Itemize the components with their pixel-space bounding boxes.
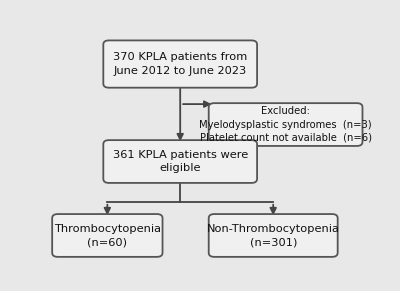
FancyBboxPatch shape (209, 103, 362, 146)
FancyBboxPatch shape (103, 140, 257, 183)
Text: Excluded:
Myelodysplastic syndromes  (n=3)
Platelet count not available  (n=6): Excluded: Myelodysplastic syndromes (n=3… (199, 106, 372, 143)
Text: Non-Thrombocytopenia
(n=301): Non-Thrombocytopenia (n=301) (207, 224, 340, 247)
Text: 370 KPLA patients from
June 2012 to June 2023: 370 KPLA patients from June 2012 to June… (113, 52, 247, 76)
FancyBboxPatch shape (103, 40, 257, 88)
Text: 361 KPLA patients were
eligible: 361 KPLA patients were eligible (112, 150, 248, 173)
FancyBboxPatch shape (209, 214, 338, 257)
Text: Thrombocytopenia
(n=60): Thrombocytopenia (n=60) (54, 224, 161, 247)
FancyBboxPatch shape (52, 214, 162, 257)
